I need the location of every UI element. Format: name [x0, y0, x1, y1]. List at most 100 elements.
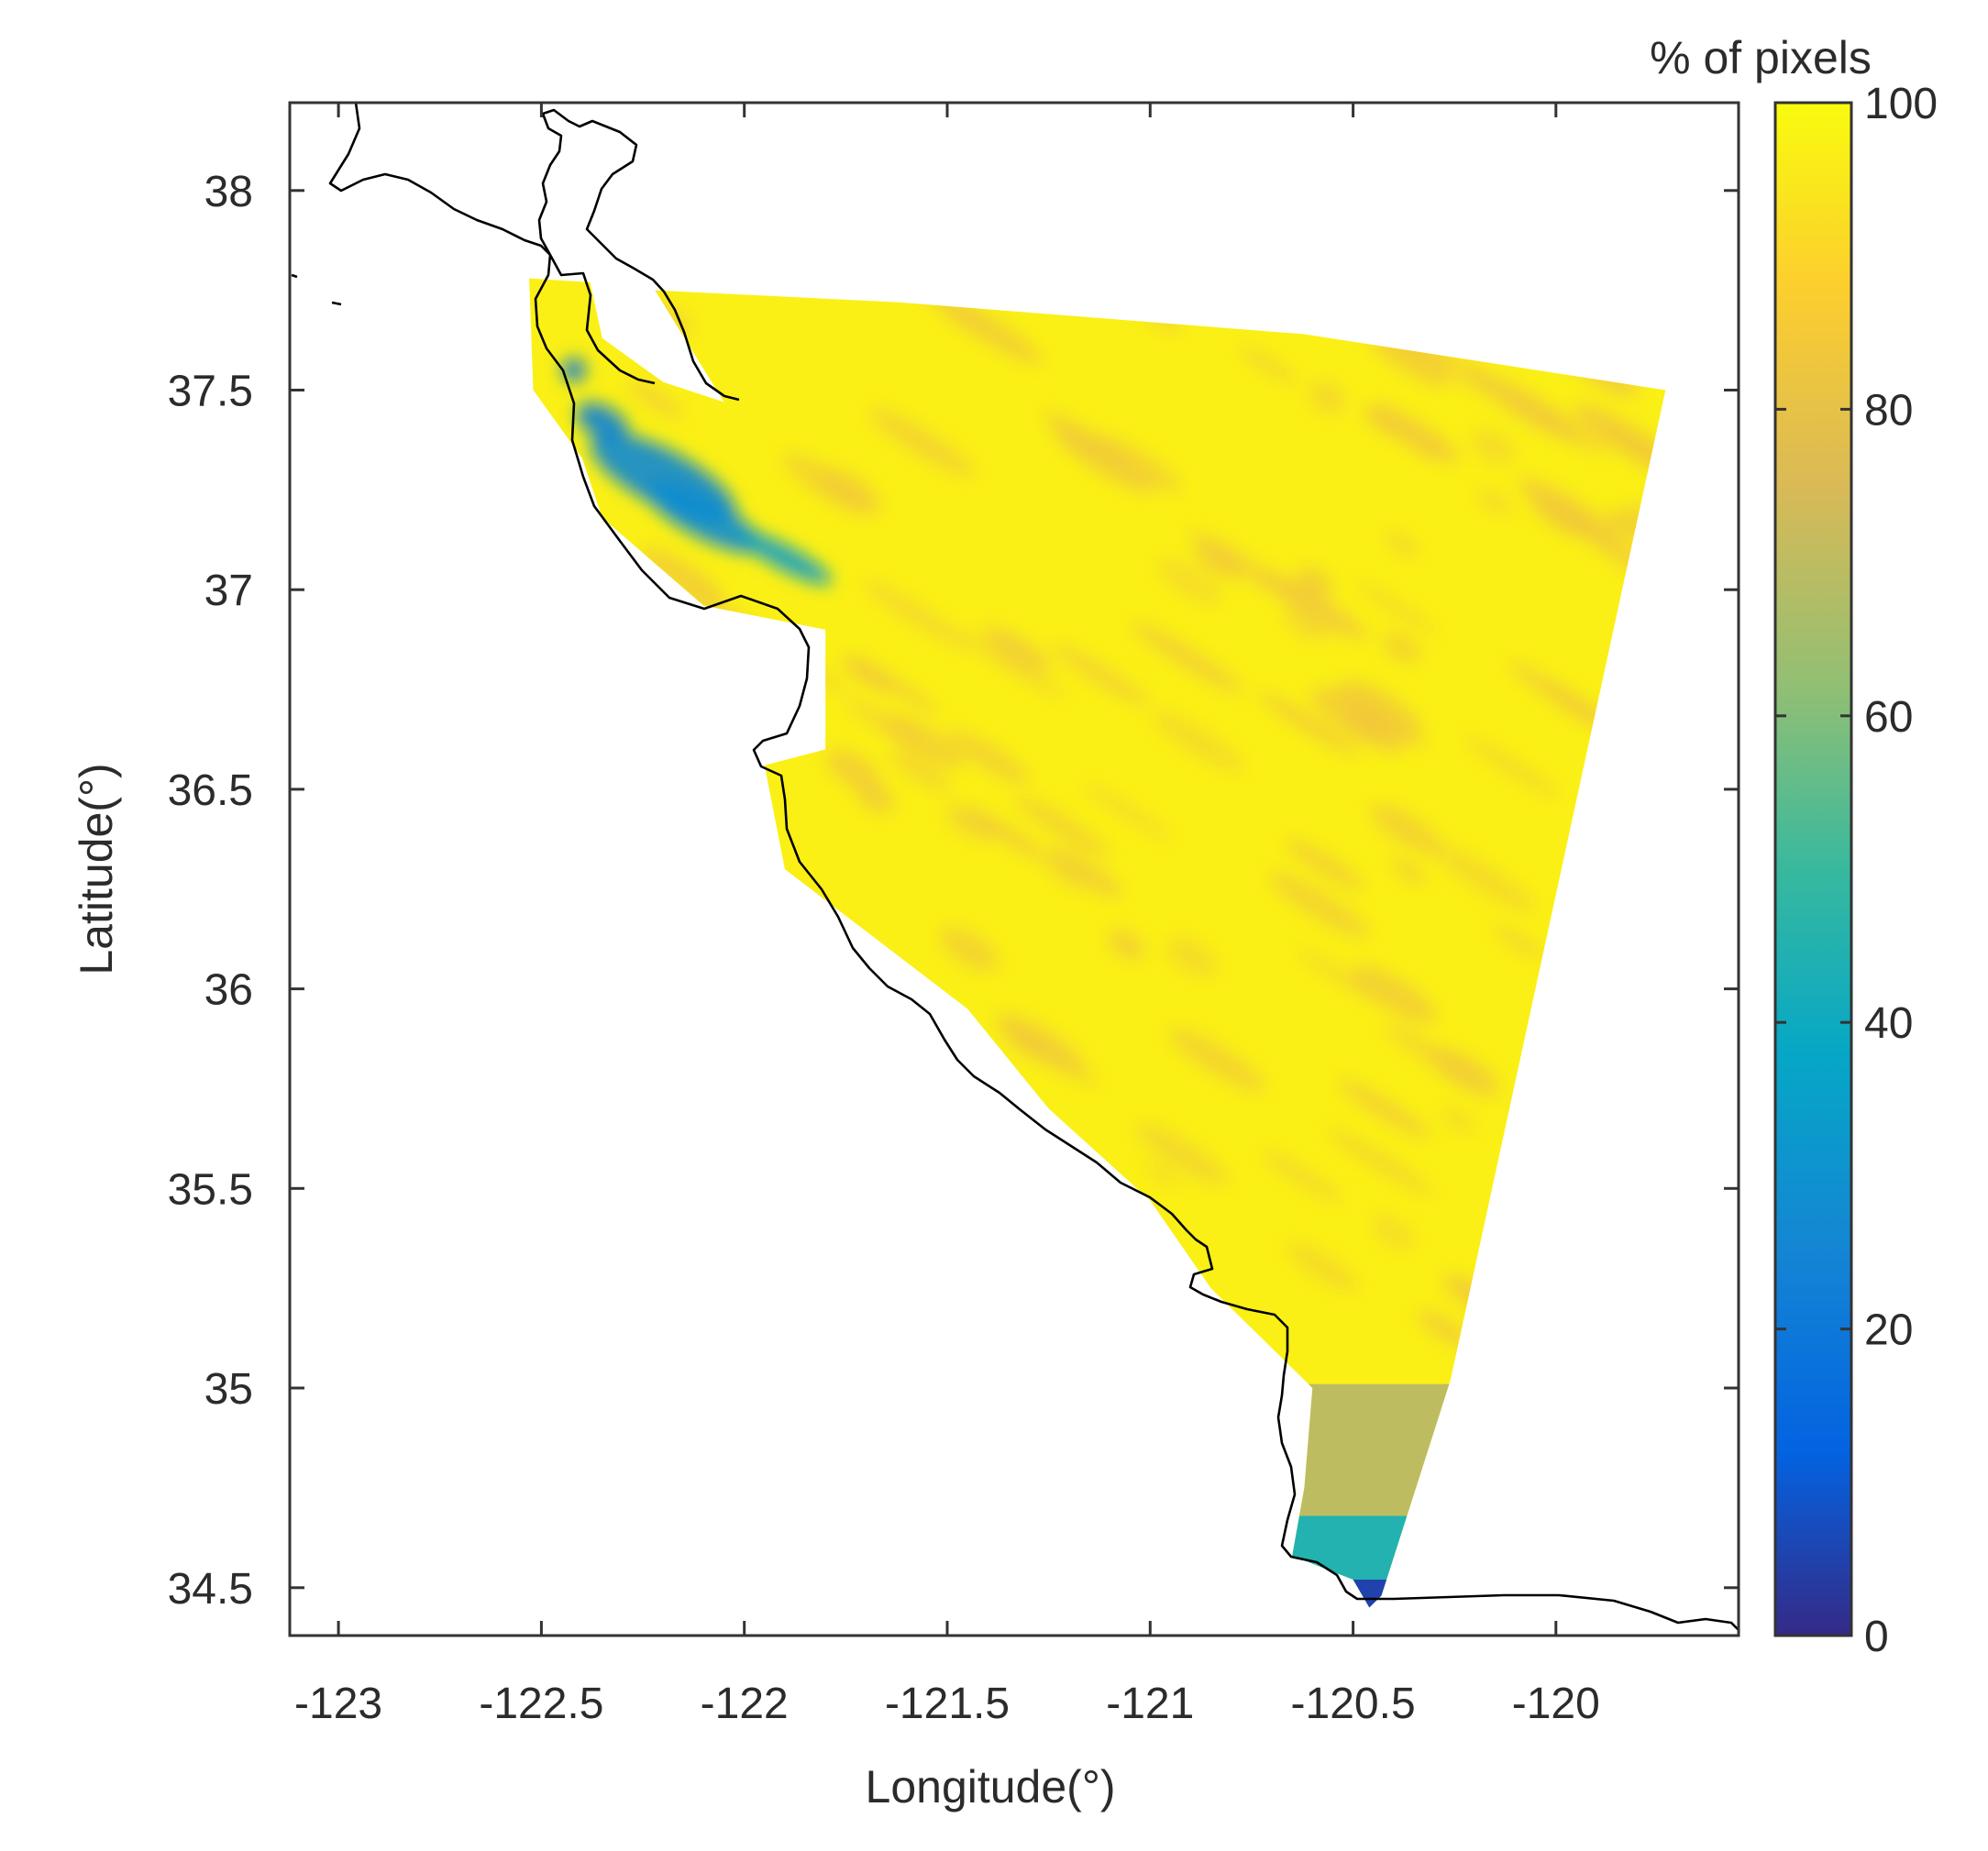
texture-streak	[1385, 532, 1419, 556]
texture-streak	[1382, 632, 1421, 664]
texture-streak	[1327, 1128, 1434, 1196]
texture-streak	[1441, 1107, 1475, 1133]
texture-streak	[1152, 711, 1244, 772]
texture-streak	[1351, 964, 1437, 1024]
x-axis-title: Longitude(°)	[866, 1761, 1116, 1812]
y-tick-label: 36	[204, 966, 253, 1015]
x-tick-marks-top	[337, 103, 1558, 117]
colorbar-gradient	[1775, 103, 1851, 1636]
y-tick-label: 35	[204, 1365, 253, 1414]
plot-frame	[288, 101, 1740, 1637]
y-tick-label: 36.5	[168, 766, 253, 815]
texture-streak	[983, 625, 1053, 672]
colorbar: 0 20 40 60 80 100 % of pixels	[1650, 32, 1938, 1661]
low-value-patch	[576, 402, 629, 442]
y-tick-label: 35.5	[168, 1165, 253, 1214]
texture-streak	[1472, 429, 1516, 465]
texture-streak	[1083, 783, 1172, 840]
texture-streak	[939, 927, 999, 972]
texture-streak	[1052, 643, 1150, 707]
coastline	[291, 103, 1739, 1631]
texture-streak	[1168, 1028, 1265, 1093]
colorbar-title: % of pixels	[1650, 32, 1872, 83]
texture-streak	[948, 730, 1030, 785]
texture-streak	[863, 579, 971, 649]
coastline-north	[328, 103, 551, 256]
texture-streak	[1309, 380, 1346, 414]
texture-streak	[1283, 601, 1331, 641]
texture-streak	[1268, 871, 1370, 939]
x-tick-label: -120	[1512, 1680, 1600, 1728]
texture-streak	[1194, 541, 1244, 579]
texture-streak	[1297, 948, 1383, 1003]
texture-streak	[1296, 567, 1332, 600]
texture-streak	[868, 407, 976, 478]
y-axis-title: Latitude(°)	[71, 763, 122, 975]
texture-streak	[1370, 803, 1441, 854]
x-tick-label: -121.5	[885, 1680, 1010, 1728]
y-tick-marks-left	[290, 189, 304, 1590]
x-tick-label: -120.5	[1291, 1680, 1416, 1728]
texture-streak	[1259, 569, 1368, 641]
texture-streak	[1511, 392, 1606, 455]
colorbar-tick-label: 60	[1864, 693, 1913, 742]
texture-streak	[845, 697, 926, 751]
texture-streak	[1258, 691, 1360, 757]
texture-streak	[1494, 925, 1544, 959]
texture-streak	[1372, 1215, 1416, 1250]
colorbar-tick-label: 40	[1864, 999, 1913, 1048]
texture-streak	[825, 748, 880, 790]
texture-streak	[944, 803, 996, 842]
x-tick-marks-bottom	[337, 1621, 1558, 1636]
x-tick-label: -122	[701, 1680, 789, 1728]
texture-streak	[1476, 489, 1513, 515]
texture-streak	[1343, 702, 1392, 742]
texture-streak	[1014, 795, 1110, 858]
colorbar-tick-marks	[1775, 101, 1851, 1637]
texture-streak	[1261, 1150, 1343, 1203]
texture-streak	[1166, 937, 1218, 977]
texture-streak	[626, 380, 684, 418]
x-tick-labels: -123 -122.5 -122 -121.5 -121 -120.5 -120	[294, 1680, 1600, 1728]
texture-streak	[958, 631, 1066, 699]
coastline-islet-2	[331, 301, 342, 306]
coastline-bay	[537, 108, 740, 402]
texture-streak	[1354, 581, 1438, 634]
texture-streak	[889, 751, 952, 793]
texture-streak	[1463, 736, 1560, 798]
texture-streak	[1591, 419, 1666, 492]
x-tick-label: -122.5	[479, 1680, 603, 1728]
texture-streak	[1240, 346, 1298, 384]
colorbar-tick-label: 80	[1864, 386, 1913, 435]
texture-streak	[1340, 679, 1423, 737]
low-value-patch	[737, 531, 833, 585]
y-tick-labels: 34.5 35 35.5 36 36.5 37 37.5 38	[168, 168, 253, 1614]
texture-streak	[944, 303, 979, 328]
texture-streak	[1143, 1162, 1181, 1187]
texture-streak	[1042, 861, 1085, 890]
y-tick-label: 34.5	[168, 1565, 253, 1614]
x-tick-label: -123	[294, 1680, 382, 1728]
colorbar-tick-label: 20	[1864, 1306, 1913, 1355]
x-tick-label: -121	[1106, 1680, 1194, 1728]
texture-streak	[1430, 843, 1537, 913]
texture-streak	[1370, 403, 1460, 464]
texture-streak	[1047, 847, 1122, 898]
texture-streak	[1338, 1079, 1431, 1140]
texture-streak	[1286, 839, 1364, 891]
colorbar-tick-label: 0	[1864, 1613, 1889, 1661]
texture-streak	[1431, 1048, 1500, 1097]
y-tick-label: 37.5	[168, 368, 253, 416]
texture-streak	[1107, 930, 1145, 960]
y-tick-label: 37	[204, 567, 253, 615]
colorbar-tick-label: 100	[1864, 80, 1938, 128]
low-value-patches	[561, 358, 833, 585]
texture-streak	[1095, 435, 1182, 492]
texture-streak	[1287, 1242, 1358, 1292]
y-tick-marks-right	[1724, 189, 1739, 1590]
texture-streak	[639, 547, 724, 605]
texture-streak	[1135, 1123, 1229, 1185]
texture-streak	[1508, 661, 1623, 735]
coastline-islet-1	[291, 273, 298, 279]
